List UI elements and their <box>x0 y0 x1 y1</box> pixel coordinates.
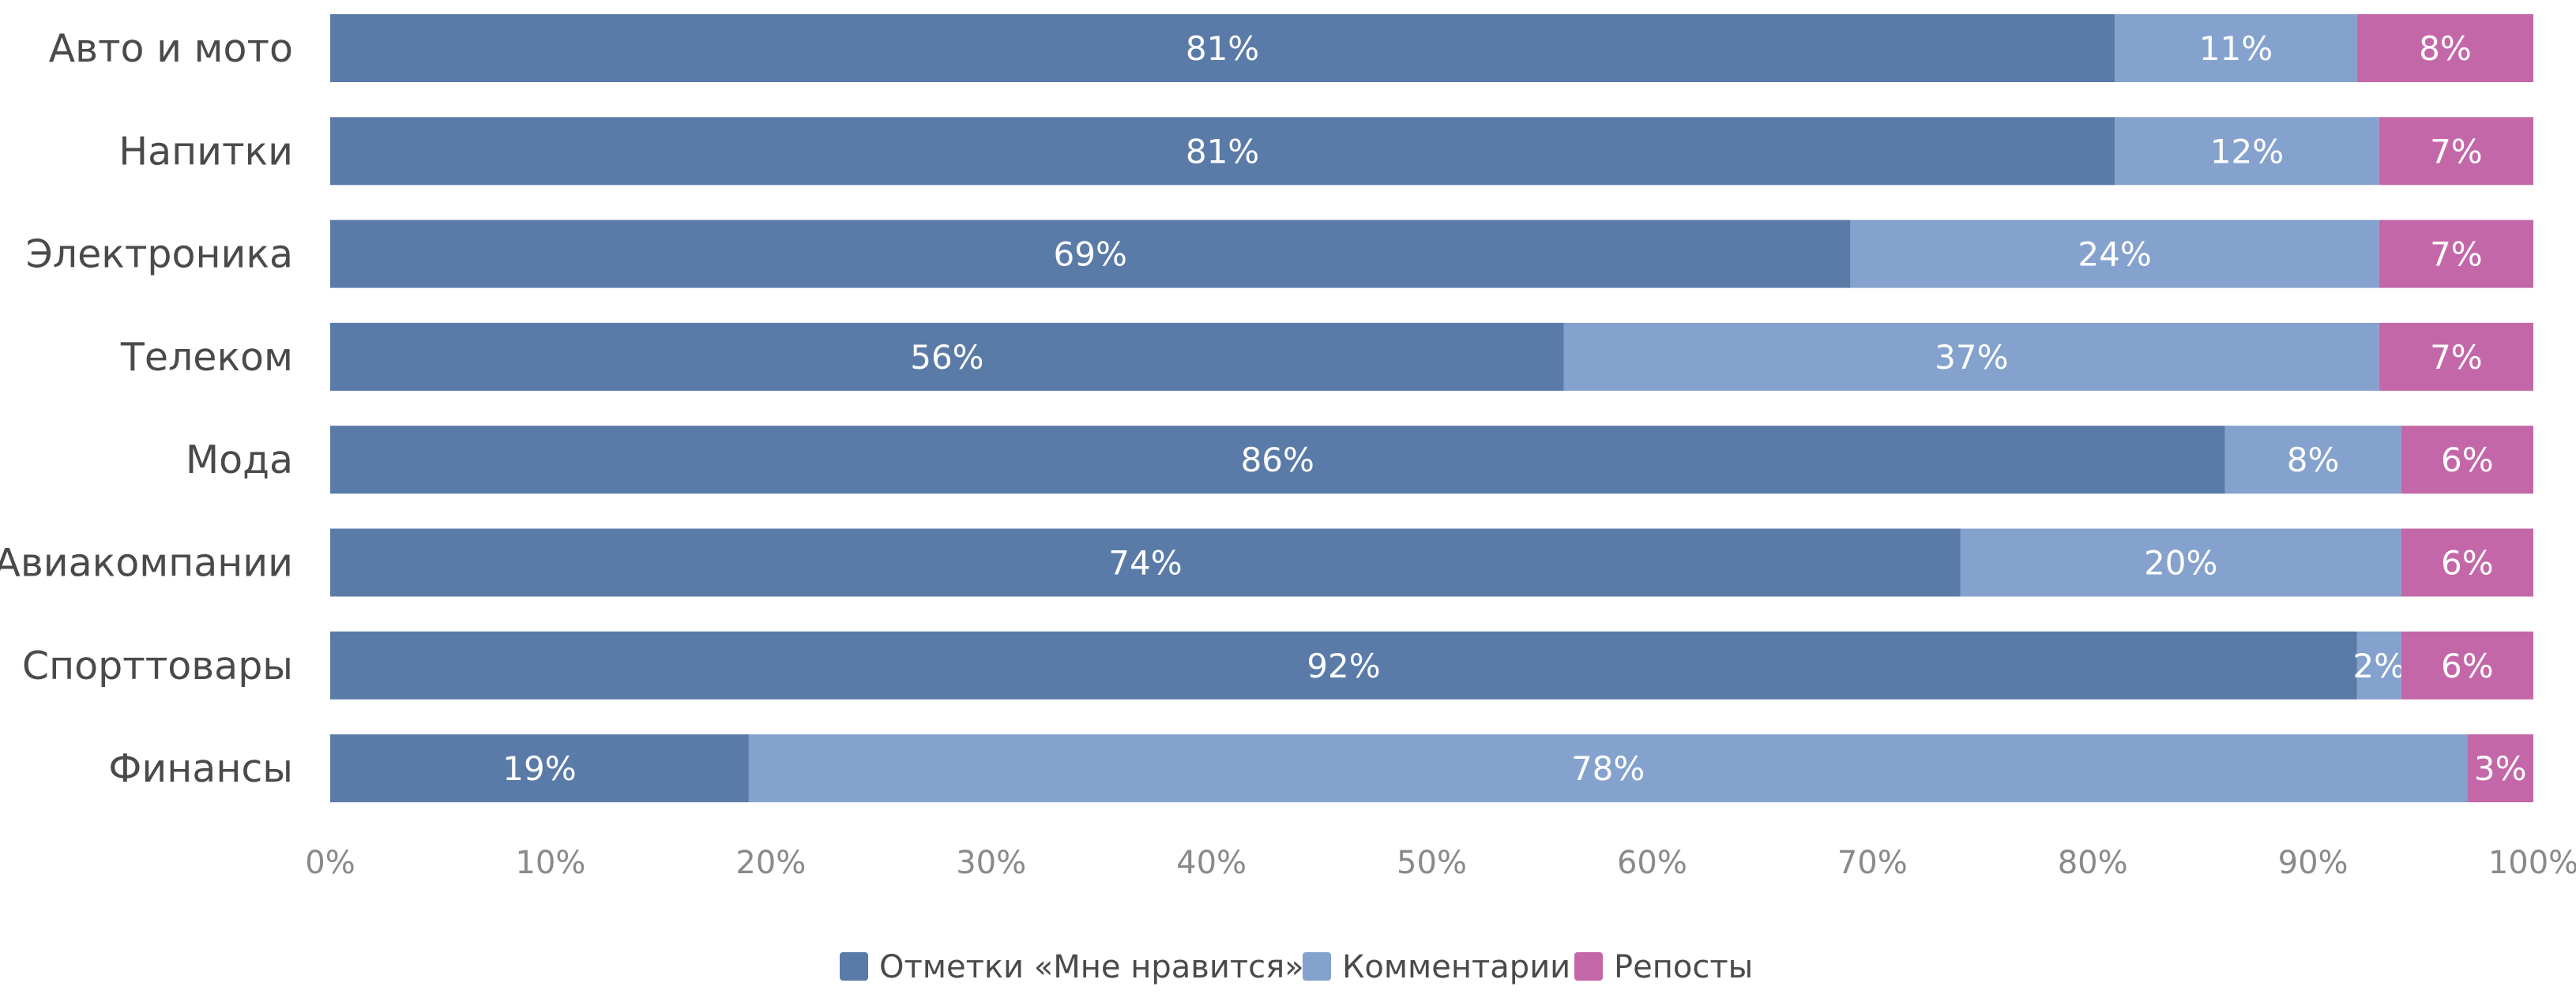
category-labels: Авто и мото Напитки Электроника Телеком Мода… <box>0 26 293 791</box>
x-tick-label: 20% <box>735 845 806 881</box>
data-label: 56% <box>910 338 983 377</box>
bar-segment <box>2379 219 2533 288</box>
bar-segment <box>330 14 2115 82</box>
legend-label: Отметки «Мне нравится» <box>879 949 1304 985</box>
bar-segment <box>2115 117 2379 186</box>
data-label: 6% <box>2441 647 2494 685</box>
category-label: Спорттовары <box>22 643 293 688</box>
legend-label: Комментарии <box>1342 949 1570 985</box>
legend-swatch <box>840 952 868 981</box>
data-label: 6% <box>2441 441 2494 479</box>
data-label: 7% <box>2430 132 2483 171</box>
category-label: Телеком <box>120 335 293 380</box>
legend-swatch <box>1303 952 1331 981</box>
bar-segment <box>2356 631 2401 700</box>
bar-segment <box>748 734 2468 803</box>
category-label: Финансы <box>108 746 293 791</box>
data-label: 11% <box>2199 29 2273 68</box>
bar-segment <box>330 426 2225 494</box>
bar-segment <box>2467 734 2533 803</box>
x-axis-ticks: 0% 10% 20% 30% 40% 50% 60% 70% 80% 90% 100% <box>305 845 2576 881</box>
bar-segment <box>330 322 1564 391</box>
bar-segment <box>2115 14 2357 82</box>
x-tick-label: 0% <box>305 845 355 881</box>
x-tick-label: 30% <box>956 845 1026 881</box>
legend-swatch <box>1574 952 1603 981</box>
bar-segment <box>2356 14 2533 82</box>
bar-segment <box>330 528 1961 597</box>
data-label: 3% <box>2474 749 2527 788</box>
bar-segment <box>2379 117 2533 186</box>
x-tick-label: 60% <box>1617 845 1687 881</box>
x-tick-label: 70% <box>1837 845 1908 881</box>
data-label: 81% <box>1186 29 1259 68</box>
bar-segment <box>1563 322 2379 391</box>
legend-label: Репосты <box>1614 949 1753 985</box>
data-label: 69% <box>1054 235 1127 274</box>
data-label: 37% <box>1935 338 2008 377</box>
data-label: 86% <box>1241 441 1314 479</box>
data-label: 7% <box>2430 338 2483 377</box>
category-label: Авиакомпании <box>0 541 293 586</box>
data-label: 78% <box>1571 749 1645 788</box>
bar-segment <box>1960 528 2401 597</box>
data-label: 8% <box>2419 29 2472 68</box>
category-label: Авто и мото <box>49 26 293 71</box>
data-label: 6% <box>2441 544 2494 583</box>
bar-segment <box>330 219 1851 288</box>
legend: Отметки «Мне нравится» Комментарии Репосты <box>840 949 1753 985</box>
x-tick-label: 80% <box>2058 845 2128 881</box>
bars-group: 81% 11% 8% 81% 12% 7% 69% 24% 7% 56% 37% 7% 86% 8% 6% 7… <box>330 14 2533 803</box>
bar-segment <box>2401 528 2533 597</box>
category-label: Напитки <box>118 129 293 174</box>
data-label: 19% <box>502 749 576 788</box>
data-label: 74% <box>1108 544 1182 583</box>
category-label: Электроника <box>26 232 293 277</box>
data-label: 8% <box>2287 441 2340 479</box>
data-label: 2% <box>2352 647 2405 685</box>
x-tick-label: 40% <box>1176 845 1247 881</box>
bar-segment <box>2401 631 2533 700</box>
data-label: 12% <box>2210 132 2284 171</box>
bar-segment <box>2401 426 2533 494</box>
bar-segment <box>2224 426 2401 494</box>
category-label: Мода <box>186 437 293 482</box>
bar-segment <box>2379 322 2533 391</box>
data-label: 92% <box>1307 647 1380 685</box>
x-tick-label: 50% <box>1397 845 1467 881</box>
bar-segment <box>330 117 2115 186</box>
bar-segment <box>330 631 2357 700</box>
data-label: 7% <box>2430 235 2483 274</box>
bar-segment <box>330 734 749 803</box>
x-tick-label: 100% <box>2488 845 2576 881</box>
bar-segment <box>1850 219 2379 288</box>
data-label: 20% <box>2144 544 2217 583</box>
data-label: 24% <box>2078 235 2151 274</box>
data-label: 81% <box>1186 132 1259 171</box>
x-tick-label: 10% <box>515 845 585 881</box>
x-tick-label: 90% <box>2278 845 2348 881</box>
